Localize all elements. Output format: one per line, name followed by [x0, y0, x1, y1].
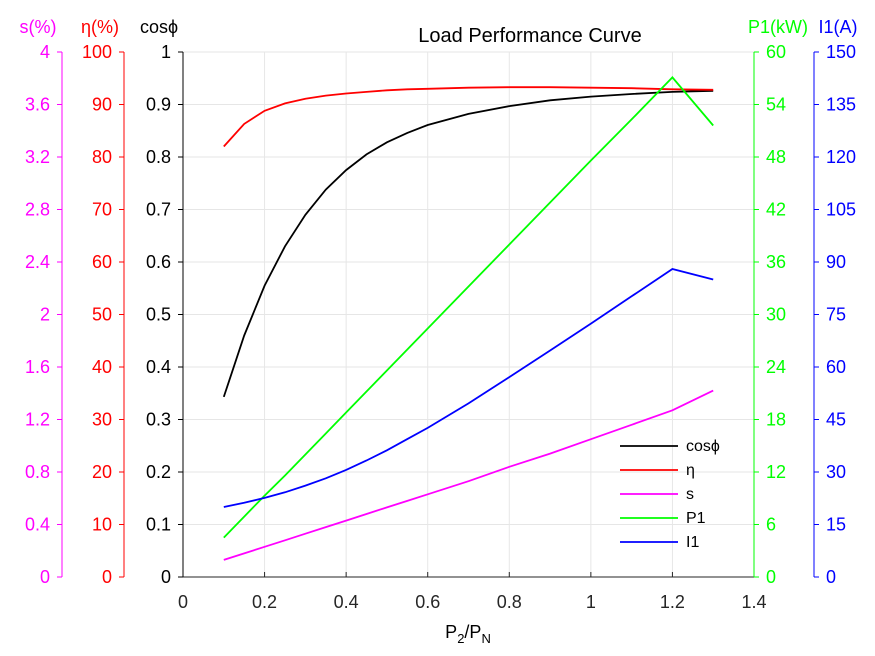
y-axis-cos: 0 0.1 0.2 0.3 0.4 0.5 0.6 0.7 0.8 0.9 1 cosϕ: [140, 17, 184, 587]
y-tick-label-p1: 54: [766, 95, 786, 115]
x-axis-title-sub1: 2: [457, 631, 464, 646]
legend-label-P1: P1: [686, 510, 706, 527]
chart-title: Load Performance Curve: [418, 25, 641, 47]
y-tick-label-s: 0.4: [25, 515, 50, 535]
x-tick-label: 0: [178, 592, 188, 612]
y-tick-label-s: 3.6: [25, 95, 50, 115]
y-tick-label-cos: 0.7: [146, 200, 171, 220]
x-tick-label: 1.2: [660, 592, 685, 612]
x-tick-label: 0.6: [415, 592, 440, 612]
legend-label-cosϕ: cosϕ: [686, 438, 720, 455]
y-tick-label-i1: 15: [826, 515, 846, 535]
y-tick-label-s: 4: [40, 42, 50, 62]
axes-layer: 0 0.2 0.4 0.6 0.8 1 1.2 1.400.40.81.21.622.42.8…: [20, 17, 858, 612]
y-tick-label-s: 2: [40, 305, 50, 325]
grid-layer: [182, 51, 755, 578]
x-axis-title: P2/PN: [445, 622, 491, 646]
x-axis-title-sep: /P: [464, 622, 481, 642]
y-tick-label-eta: 10: [92, 515, 112, 535]
y-tick-label-eta: 0: [102, 567, 112, 587]
y-tick-label-cos: 0.4: [146, 357, 171, 377]
y-tick-label-s: 0.8: [25, 462, 50, 482]
y-axis-title-s: s(%): [20, 17, 57, 37]
y-tick-label-s: 3.2: [25, 147, 50, 167]
x-axis: 0 0.2 0.4 0.6 0.8 1 1.2 1.4: [178, 572, 767, 612]
y-tick-label-p1: 12: [766, 462, 786, 482]
y-tick-label-i1: 135: [826, 95, 856, 115]
y-tick-label-s: 2.4: [25, 252, 50, 272]
y-tick-label-p1: 42: [766, 200, 786, 220]
y-axis-title-p1: P1(kW): [748, 17, 808, 37]
x-tick-label: 0.2: [252, 592, 277, 612]
x-axis-title-main: P: [445, 622, 457, 642]
y-tick-label-cos: 0.8: [146, 147, 171, 167]
y-axis-eta: 0 10 20 30 40 50 60 70 80 90 100 η(%): [81, 17, 125, 587]
y-tick-label-cos: 0.2: [146, 462, 171, 482]
y-tick-label-i1: 75: [826, 305, 846, 325]
y-tick-label-cos: 0: [161, 567, 171, 587]
x-tick-label: 0.4: [334, 592, 359, 612]
y-tick-label-eta: 100: [82, 42, 112, 62]
legend-layer: cosϕ ηs P1 I1: [620, 438, 720, 551]
y-axis-i1: 0 15 30 45 60 75 90 105 120 135 150 I1(A): [813, 17, 858, 587]
y-tick-label-eta: 20: [92, 462, 112, 482]
y-tick-label-cos: 0.9: [146, 95, 171, 115]
y-axis-p1: 0 6 12 18 24 30 36 42 48 54 60 P1(kW): [748, 17, 808, 587]
y-tick-label-p1: 0: [766, 567, 776, 587]
y-tick-label-eta: 50: [92, 305, 112, 325]
x-axis-title-sub2: N: [481, 631, 490, 646]
legend-label-I1: I1: [686, 534, 699, 551]
y-tick-label-cos: 0.5: [146, 305, 171, 325]
y-tick-label-i1: 30: [826, 462, 846, 482]
y-tick-label-p1: 30: [766, 305, 786, 325]
series-line-P1: [223, 76, 714, 539]
y-tick-label-p1: 36: [766, 252, 786, 272]
y-axis-title-i1: I1(A): [818, 17, 857, 37]
series-line-s: [223, 389, 714, 561]
y-tick-label-s: 1.6: [25, 357, 50, 377]
y-axis-s: 0 0.4 0.8 1.2 1.6 2 2.4 2.8 3.2 3.6 4 s(%): [20, 17, 63, 587]
x-tick-label: 1: [586, 592, 596, 612]
y-tick-label-eta: 70: [92, 200, 112, 220]
y-tick-label-i1: 0: [826, 567, 836, 587]
y-tick-label-s: 1.2: [25, 410, 50, 430]
y-tick-label-p1: 60: [766, 42, 786, 62]
legend-label-η: η: [686, 462, 695, 479]
y-tick-label-p1: 48: [766, 147, 786, 167]
y-tick-label-i1: 120: [826, 147, 856, 167]
y-tick-label-s: 2.8: [25, 200, 50, 220]
series-line-I1: [223, 268, 714, 508]
y-tick-label-eta: 40: [92, 357, 112, 377]
series-layer: [222, 76, 714, 561]
series-line-cosϕ: [222, 89, 714, 398]
x-tick-label: 1.4: [741, 592, 766, 612]
legend-label-s: s: [686, 486, 694, 503]
y-tick-label-eta: 60: [92, 252, 112, 272]
x-tick-label: 0.8: [497, 592, 522, 612]
y-tick-label-i1: 105: [826, 200, 856, 220]
series-line-η: [223, 86, 714, 148]
y-tick-label-cos: 0.6: [146, 252, 171, 272]
y-tick-label-i1: 45: [826, 410, 846, 430]
y-tick-label-cos: 1: [161, 42, 171, 62]
y-tick-label-i1: 60: [826, 357, 846, 377]
y-tick-label-p1: 18: [766, 410, 786, 430]
y-tick-label-i1: 150: [826, 42, 856, 62]
y-tick-label-cos: 0.3: [146, 410, 171, 430]
y-tick-label-cos: 0.1: [146, 515, 171, 535]
y-tick-label-i1: 90: [826, 252, 846, 272]
y-tick-label-eta: 30: [92, 410, 112, 430]
y-tick-label-eta: 90: [92, 95, 112, 115]
y-tick-label-s: 0: [40, 567, 50, 587]
y-tick-label-p1: 24: [766, 357, 786, 377]
y-axis-title-cos: cosϕ: [140, 17, 178, 37]
y-axis-title-eta: η(%): [81, 17, 119, 37]
y-tick-label-p1: 6: [766, 515, 776, 535]
y-tick-label-eta: 80: [92, 147, 112, 167]
